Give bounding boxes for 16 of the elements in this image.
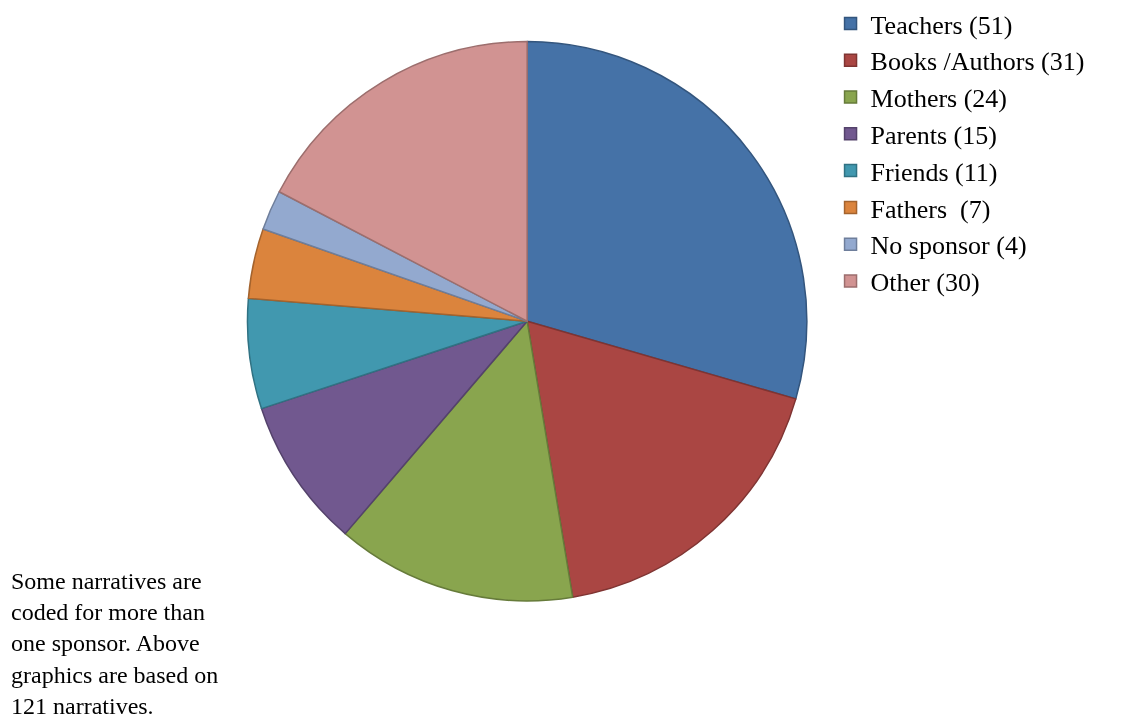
legend-label: Mothers (24) bbox=[870, 84, 1008, 114]
legend-label: Teachers (51) bbox=[870, 10, 1013, 40]
pie-slice bbox=[344, 320, 574, 602]
legend-label: Other (30) bbox=[870, 268, 980, 298]
legend-label: Books /Authors (31) bbox=[870, 47, 1085, 77]
legend-label: Parents (15) bbox=[870, 120, 997, 150]
legend-label: Fathers (7) bbox=[870, 194, 991, 224]
legend-label: Friends (11) bbox=[870, 157, 998, 187]
legend-label: No sponsor (4) bbox=[870, 231, 1027, 261]
text: Some narratives are coded for more than one sponsor. Above graphics are based on 121 narratives. bbox=[11, 568, 219, 719]
pie-slice bbox=[246, 297, 528, 410]
pie-slice bbox=[526, 320, 797, 598]
pie-slice bbox=[526, 40, 808, 400]
pie-slice bbox=[260, 320, 528, 535]
pie-slice bbox=[247, 228, 528, 322]
pie-slice bbox=[278, 40, 528, 322]
